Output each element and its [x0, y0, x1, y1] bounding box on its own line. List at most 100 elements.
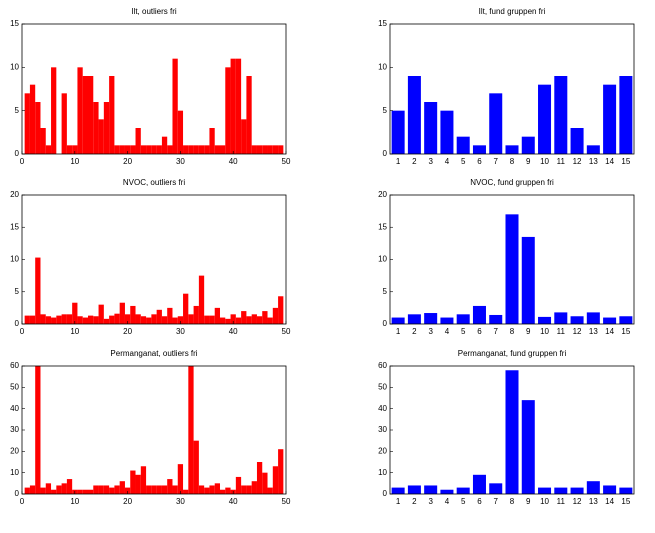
bar [88, 76, 94, 154]
y-tick-label: 10 [10, 468, 19, 477]
y-tick-label: 0 [15, 319, 20, 328]
bar [570, 487, 584, 494]
bar [489, 314, 503, 324]
x-tick-label: 13 [589, 497, 598, 506]
y-tick-label: 0 [15, 489, 20, 498]
bar [45, 145, 52, 154]
bar [246, 316, 252, 324]
bar [619, 316, 633, 324]
x-tick-label: 11 [557, 497, 566, 506]
bar [267, 487, 273, 494]
y-tick-label: 40 [378, 404, 387, 413]
bar [35, 257, 41, 324]
x-tick-label: 1 [396, 327, 401, 336]
x-tick-label: 6 [477, 497, 482, 506]
x-tick-label: 30 [176, 327, 185, 336]
x-tick-label: 50 [282, 327, 291, 336]
bar [272, 466, 279, 494]
bar [77, 489, 83, 494]
x-tick-label: 13 [589, 157, 598, 166]
bar [114, 485, 120, 494]
y-tick-label: 15 [10, 222, 19, 231]
y-tick-label: 20 [10, 190, 19, 199]
bar [456, 487, 470, 494]
y-tick-label: 0 [383, 489, 388, 498]
x-tick-label: 30 [176, 157, 185, 166]
bar [119, 145, 125, 154]
x-tick-label: 14 [605, 157, 614, 166]
bar [51, 317, 57, 324]
bar [456, 136, 470, 154]
bar [241, 485, 247, 494]
x-tick-label: 7 [494, 157, 499, 166]
bar [246, 76, 252, 154]
x-tick-label: 12 [573, 497, 582, 506]
bar [93, 485, 99, 494]
y-tick-label: 60 [378, 361, 387, 370]
x-tick-label: 12 [573, 327, 582, 336]
x-tick-label: 11 [557, 327, 566, 336]
bar [603, 317, 617, 324]
y-tick-label: 10 [10, 255, 19, 264]
bar [489, 483, 503, 494]
x-tick-label: 8 [510, 157, 515, 166]
y-tick-label: 15 [378, 222, 387, 231]
bar [214, 145, 220, 154]
x-tick-label: 10 [70, 157, 79, 166]
axes-box [21, 365, 287, 495]
bar [93, 102, 99, 154]
x-tick-label: 10 [70, 327, 79, 336]
x-tick-label: 6 [477, 327, 482, 336]
bar [586, 312, 600, 324]
bar [72, 145, 78, 154]
bar [24, 93, 30, 154]
x-tick-label: 5 [461, 327, 466, 336]
bar [440, 110, 454, 154]
x-tick-label: 20 [123, 327, 132, 336]
bar [225, 67, 231, 154]
bar [521, 136, 535, 154]
chart-title: Ilt, outliers fri [131, 7, 177, 16]
bar [220, 489, 226, 494]
x-tick-label: 3 [428, 497, 433, 506]
axes-box [21, 23, 287, 155]
bar [109, 487, 115, 494]
bar [135, 314, 141, 324]
bar [183, 145, 189, 154]
chart-title: Permanganat, fund gruppen fri [458, 349, 567, 358]
bar [177, 110, 184, 154]
bar [570, 316, 584, 324]
bar [272, 307, 279, 324]
bar [505, 370, 519, 494]
bar [230, 58, 236, 154]
axes-box [389, 365, 635, 495]
y-tick-label: 15 [378, 19, 387, 28]
bar [56, 485, 62, 494]
bar [246, 485, 252, 494]
bar [235, 317, 242, 324]
bar [156, 485, 162, 494]
bar [130, 470, 136, 494]
bar [167, 145, 173, 154]
bar [183, 489, 189, 494]
bar [619, 487, 633, 494]
bar [521, 236, 535, 324]
bar [167, 479, 173, 494]
bar [40, 487, 46, 494]
x-tick-label: 6 [477, 157, 482, 166]
bar [29, 315, 36, 324]
bar [45, 483, 52, 494]
bar [472, 305, 486, 324]
bar [554, 76, 568, 154]
bar [172, 485, 178, 494]
bar [151, 145, 157, 154]
x-tick-label: 7 [494, 497, 499, 506]
bar [140, 316, 147, 324]
bar [119, 302, 125, 324]
x-tick-label: 0 [20, 497, 25, 506]
bar [103, 318, 110, 324]
bar [278, 296, 284, 324]
bar [146, 485, 152, 494]
x-tick-label: 4 [445, 497, 450, 506]
